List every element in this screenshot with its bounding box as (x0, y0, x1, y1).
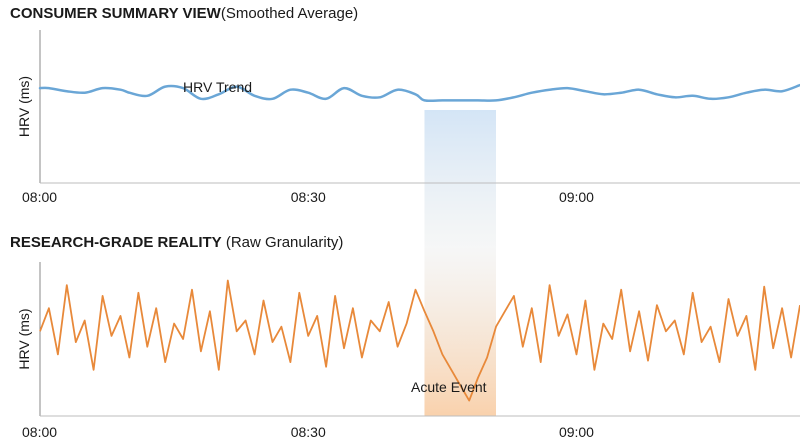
bottom-panel-title: RESEARCH-GRADE REALITY (Raw Granularity) (10, 234, 343, 251)
top-title-rest: (Smoothed Average) (220, 5, 359, 22)
acute-event-highlight (424, 110, 496, 416)
x-tick-label: 08:00 (22, 424, 57, 440)
top-panel-title: CONSUMER SUMMARY VIEW(Smoothed Average) (10, 5, 358, 22)
bottom-title-rest: (Raw Granularity) (221, 234, 344, 251)
x-tick-label: 08:30 (291, 424, 326, 440)
bottom-y-axis-label: HRV (ms) (16, 308, 32, 369)
bottom-title-bold: RESEARCH-GRADE REALITY (10, 234, 222, 251)
top-title-bold: CONSUMER SUMMARY VIEW (10, 5, 221, 22)
top-y-axis-label: HRV (ms) (16, 76, 32, 137)
acute-event-label: Acute Event (411, 379, 487, 395)
hrv-trend-label: HRV Trend (183, 79, 252, 95)
raw-hrv-line (39, 279, 800, 402)
smoothed-hrv-line (38, 83, 800, 103)
x-tick-label: 09:00 (559, 189, 594, 205)
x-tick-label: 09:00 (559, 424, 594, 440)
x-tick-label: 08:30 (291, 189, 326, 205)
x-tick-label: 08:00 (22, 189, 57, 205)
